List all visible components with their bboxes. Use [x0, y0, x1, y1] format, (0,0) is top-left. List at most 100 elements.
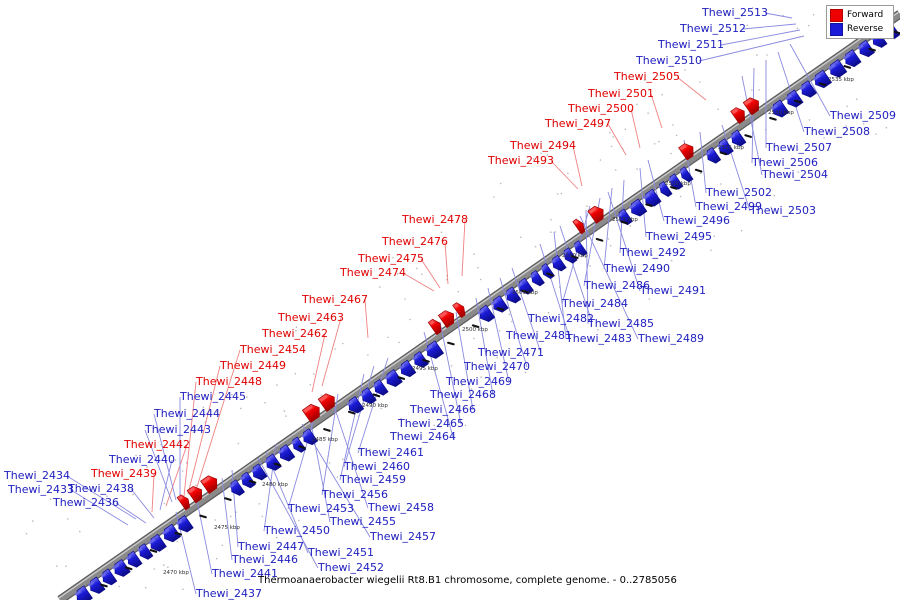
gene-label[interactable]: Thewi_2481 [506, 329, 573, 342]
gene-label[interactable]: Thewi_2476 [382, 235, 449, 248]
stipple-dot [416, 267, 418, 270]
gene-label[interactable]: Thewi_2457 [370, 530, 437, 543]
gene-label[interactable]: Thewi_2491 [640, 284, 707, 297]
gene-label[interactable]: Thewi_2433 [8, 483, 75, 496]
reverse-gene-box [292, 436, 307, 453]
reverse-gene-box [114, 558, 131, 577]
label-leader-line [572, 145, 583, 187]
gene-label[interactable]: Thewi_2450 [264, 524, 331, 537]
gene-label[interactable]: Thewi_2440 [109, 453, 176, 466]
legend-item-reverse[interactable]: Reverse [830, 22, 890, 36]
gene-top-highlight [477, 309, 484, 315]
gene-label[interactable]: Thewi_2510 [636, 54, 703, 67]
gene-label[interactable]: Thewi_2493 [488, 154, 555, 167]
scale-tick-label: 2525 kbp [718, 145, 744, 151]
gene-label[interactable]: Thewi_2434 [4, 469, 71, 482]
gene-label[interactable]: Thewi_2499 [696, 200, 763, 213]
gene-label[interactable]: Thewi_2460 [344, 460, 411, 473]
gene-label[interactable]: Thewi_2486 [584, 279, 651, 292]
scale-tick-label: 2510 kbp [562, 253, 588, 259]
gene-label[interactable]: Thewi_2512 [680, 22, 747, 35]
gene-top-highlight [679, 170, 684, 175]
gene-feature [74, 585, 93, 600]
gene-label[interactable]: Thewi_2449 [220, 359, 287, 372]
gene-label[interactable]: Thewi_2497 [545, 117, 612, 130]
gene-label[interactable]: Thewi_2438 [68, 482, 135, 495]
reverse-gene-box [479, 304, 496, 323]
gene-label[interactable]: Thewi_2470 [464, 360, 531, 373]
gene-label[interactable]: Thewi_2492 [620, 246, 687, 259]
gene-label[interactable]: Thewi_2505 [614, 70, 681, 83]
gene-label[interactable]: Thewi_2485 [588, 317, 655, 330]
gene-label[interactable]: Thewi_2501 [588, 87, 655, 100]
gene-label[interactable]: Thewi_2439 [91, 467, 158, 480]
gene-feature [277, 444, 296, 462]
gene-label[interactable]: Thewi_2474 [340, 266, 407, 279]
gene-label[interactable]: Thewi_2466 [410, 403, 477, 416]
gene-label[interactable]: Thewi_2458 [368, 501, 435, 514]
gene-label[interactable]: Thewi_2494 [510, 139, 577, 152]
gene-label[interactable]: Thewi_2482 [528, 312, 595, 325]
gene-label[interactable]: Thewi_2463 [278, 311, 345, 324]
gene-label[interactable]: Thewi_2454 [240, 343, 307, 356]
gene-label[interactable]: Thewi_2495 [646, 230, 713, 243]
gene-top-highlight [744, 99, 752, 106]
gene-label[interactable]: Thewi_2511 [658, 38, 725, 51]
label-leader-line [550, 160, 579, 190]
gene-label[interactable]: Thewi_2469 [446, 375, 513, 388]
gene-label[interactable]: Thewi_2465 [398, 417, 465, 430]
gene-top-highlight [424, 345, 433, 352]
label-leader-line [311, 333, 326, 393]
gene-label[interactable]: Thewi_2478 [402, 213, 469, 226]
legend-item-forward[interactable]: Forward [830, 8, 890, 22]
gene-label[interactable]: Thewi_2471 [478, 346, 545, 359]
gene-label[interactable]: Thewi_2496 [664, 214, 731, 227]
gene-label[interactable]: Thewi_2507 [766, 141, 833, 154]
gene-label[interactable]: Thewi_2504 [762, 168, 829, 181]
gene-label[interactable]: Thewi_2452 [318, 561, 385, 574]
gene-label[interactable]: Thewi_2444 [154, 407, 221, 420]
gene-label[interactable]: Thewi_2508 [804, 125, 871, 138]
stipple-dot [643, 79, 646, 81]
gene-label[interactable]: Thewi_2451 [308, 546, 375, 559]
gene-label[interactable]: Thewi_2503 [750, 204, 817, 217]
gene-label[interactable]: Thewi_2462 [262, 327, 329, 340]
gene-label[interactable]: Thewi_2489 [638, 332, 705, 345]
gene-label[interactable]: Thewi_2448 [196, 375, 263, 388]
scale-hash [372, 393, 381, 398]
gene-label[interactable]: Thewi_2468 [430, 388, 497, 401]
gene-label[interactable]: Thewi_2509 [830, 109, 897, 122]
stipple-dot [829, 133, 831, 135]
gene-label[interactable]: Thewi_2446 [232, 553, 299, 566]
label-leader-line [647, 159, 665, 222]
gene-label[interactable]: Thewi_2467 [302, 293, 369, 306]
gene-label[interactable]: Thewi_2437 [196, 587, 263, 600]
gene-label[interactable]: Thewi_2445 [180, 390, 247, 403]
gene-label[interactable]: Thewi_2455 [330, 515, 397, 528]
gene-top-highlight [301, 432, 307, 438]
gene-label[interactable]: Thewi_2453 [288, 502, 355, 515]
stipple-dot [610, 145, 613, 148]
gene-label[interactable]: Thewi_2447 [238, 540, 305, 553]
stipple-dot [216, 411, 218, 413]
gene-label[interactable]: Thewi_2490 [604, 262, 671, 275]
gene-label[interactable]: Thewi_2513 [702, 6, 769, 19]
stipple-dot [379, 286, 381, 288]
stipple-dot [756, 54, 758, 56]
gene-label[interactable]: Thewi_2442 [124, 438, 191, 451]
gene-label[interactable]: Thewi_2484 [562, 297, 629, 310]
gene-label[interactable]: Thewi_2506 [752, 156, 819, 169]
gene-label[interactable]: Thewi_2502 [706, 186, 773, 199]
gene-label[interactable]: Thewi_2464 [390, 430, 457, 443]
label-leader-line [195, 495, 213, 575]
gene-label[interactable]: Thewi_2436 [53, 496, 120, 509]
gene-label[interactable]: Thewi_2475 [358, 252, 425, 265]
gene-label[interactable]: Thewi_2483 [566, 332, 633, 345]
gene-label[interactable]: Thewi_2500 [568, 102, 635, 115]
gene-label[interactable]: Thewi_2461 [358, 446, 425, 459]
gene-label[interactable]: Thewi_2443 [145, 423, 212, 436]
gene-label[interactable]: Thewi_2441 [212, 567, 279, 580]
gene-label[interactable]: Thewi_2456 [322, 488, 389, 501]
stipple-dot [720, 183, 722, 185]
gene-label[interactable]: Thewi_2459 [340, 473, 407, 486]
